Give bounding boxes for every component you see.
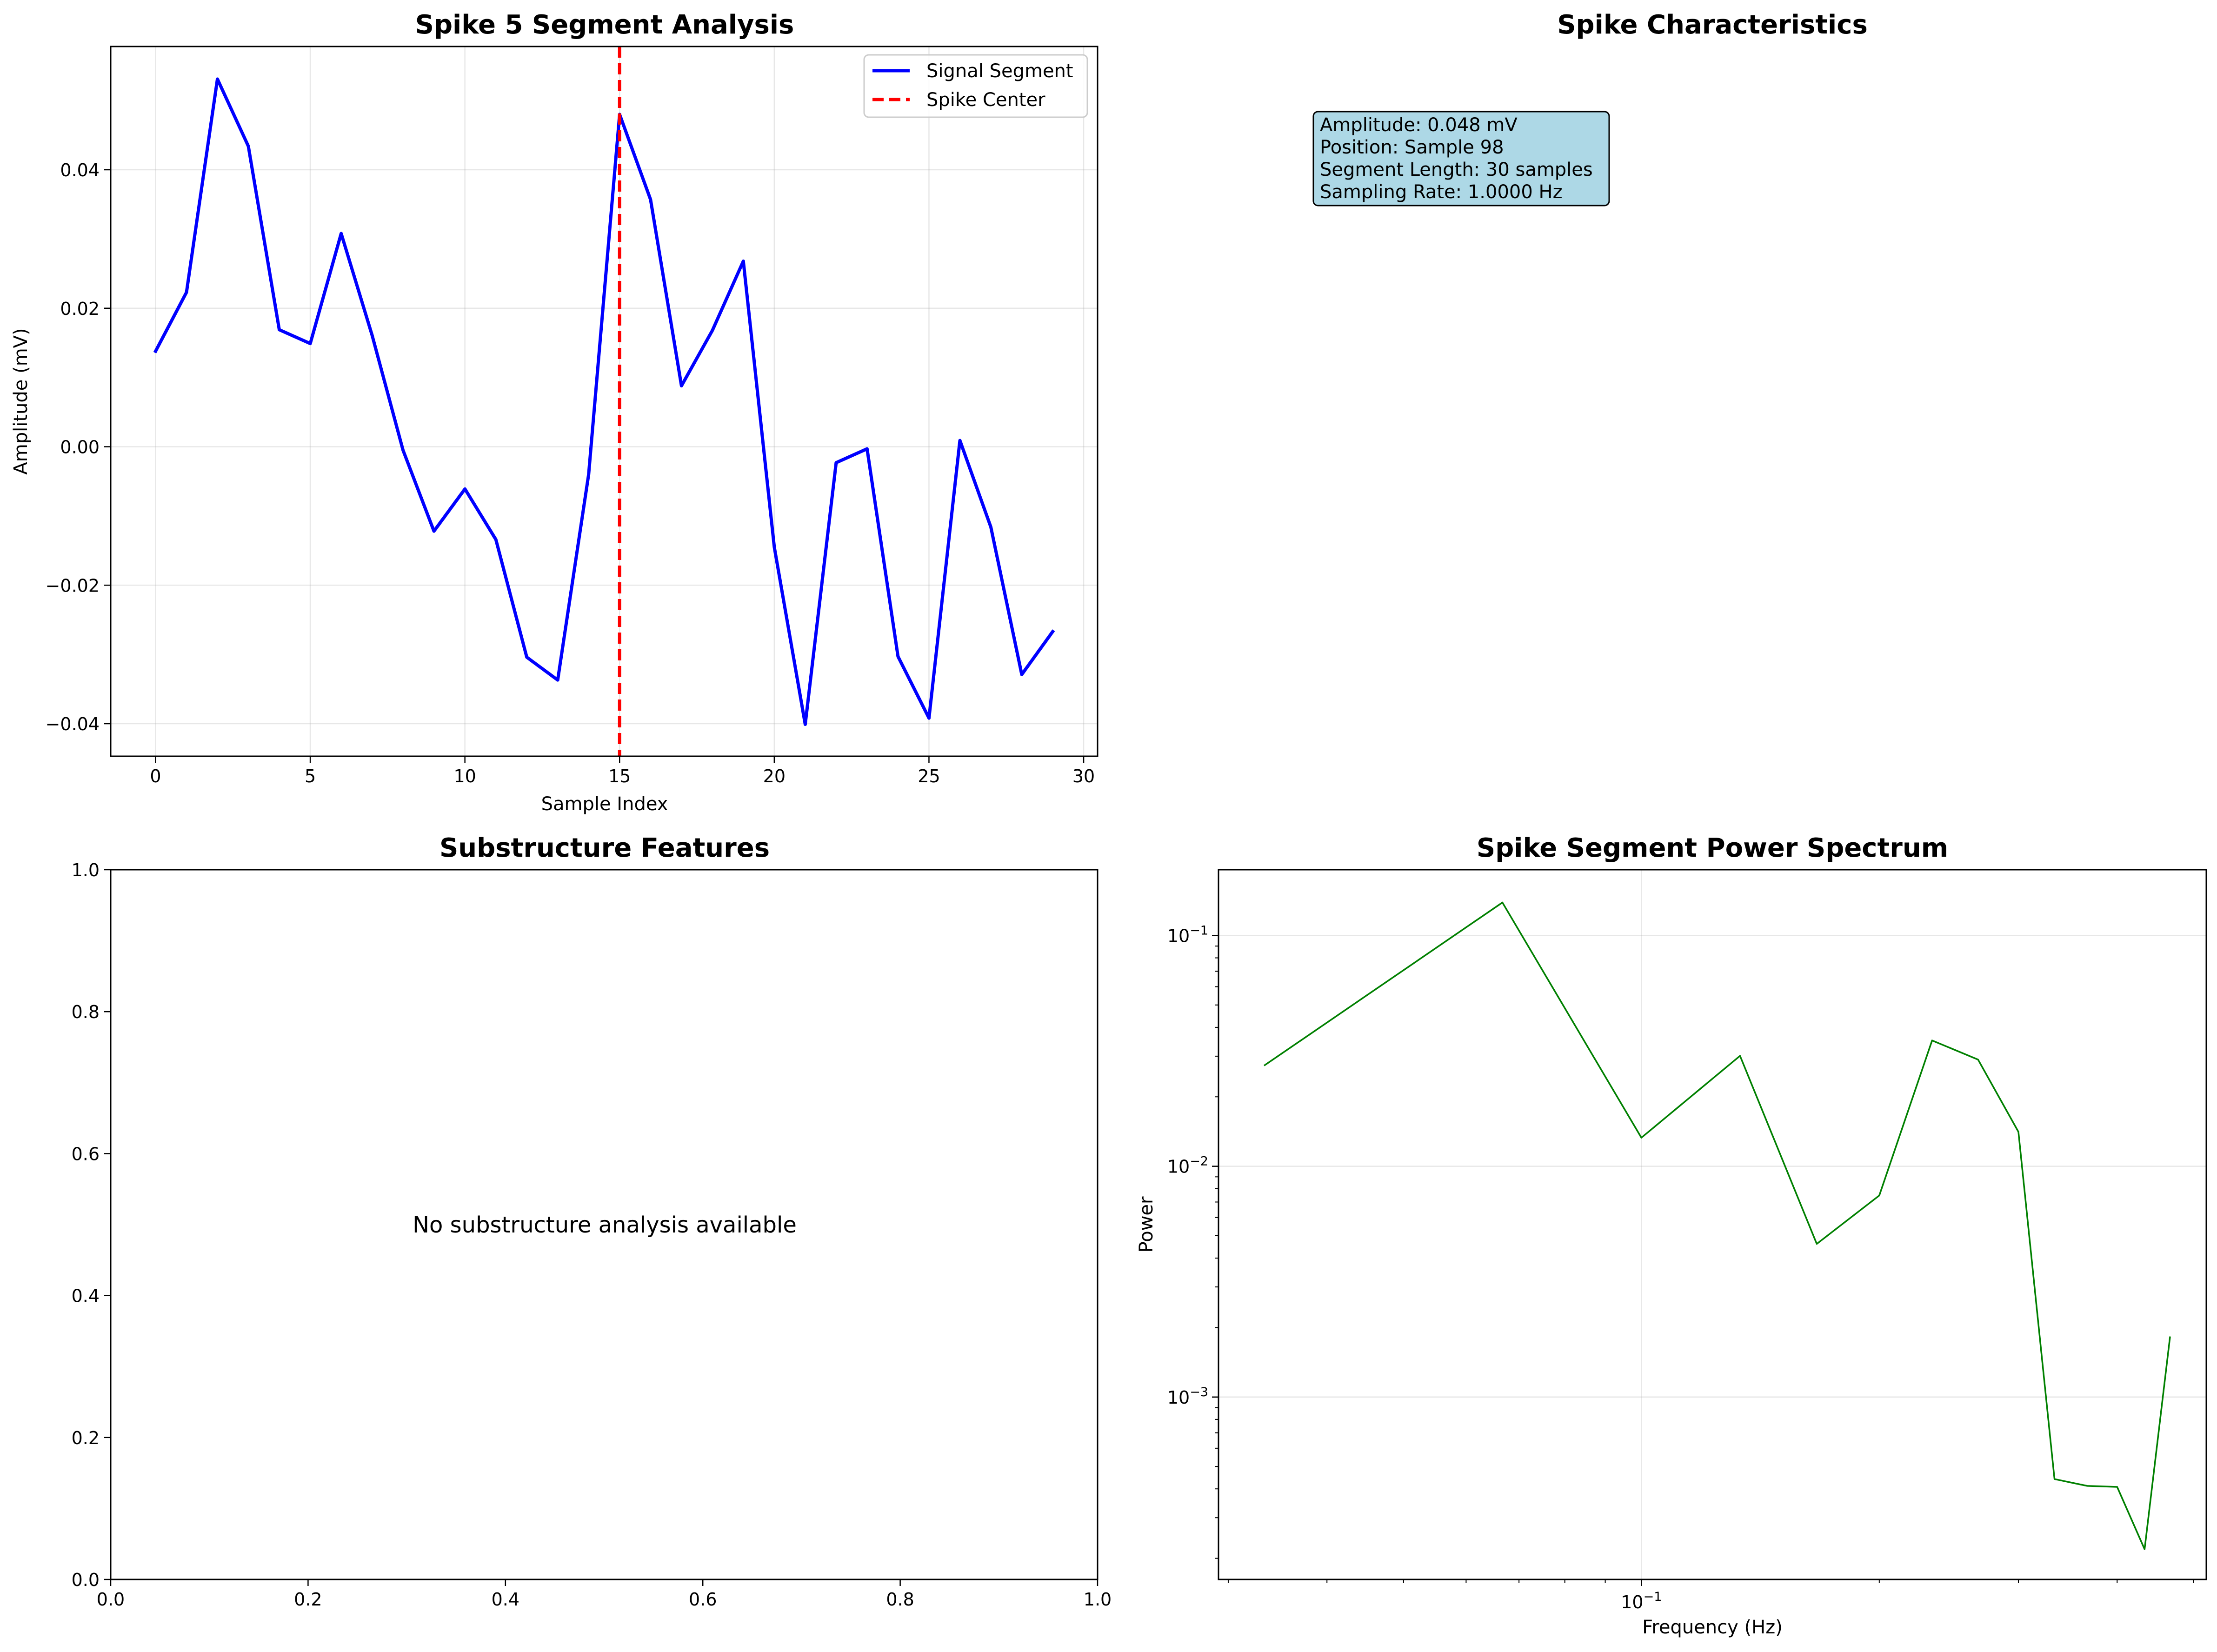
legend-spike-label: Spike Center — [926, 89, 1045, 111]
y-tick-label: 0.6 — [72, 1144, 100, 1164]
x-tick-label: 0 — [150, 766, 161, 786]
x-axis-label: Sample Index — [541, 793, 668, 815]
x-tick-label: 0.4 — [492, 1589, 519, 1610]
y-tick-label: 0.0 — [72, 1570, 100, 1590]
x-tick-label: 0.6 — [689, 1589, 717, 1610]
x-tick-label: 10−1 — [1621, 1590, 1662, 1612]
info-box — [1312, 111, 1610, 206]
y-ticks: 0.0 0.2 0.4 0.6 0.8 1.0 — [72, 860, 111, 1590]
y-ticks: −0.04 −0.02 0.00 0.02 0.04 — [46, 160, 111, 734]
power-spectrum-line — [1264, 901, 2171, 1550]
signal-segment-line — [153, 77, 1055, 726]
legend: Signal Segment Spike Center — [863, 54, 1088, 118]
x-ticks: 10−1 — [1621, 1579, 1662, 1612]
panel-title: Spike 5 Segment Analysis — [415, 10, 794, 40]
panel-substructure-features: Substructure Features 0.0 0.2 0.4 0.6 0.8 1.0… — [72, 833, 1112, 1610]
panel-spike-characteristics: Spike Characteristics Amplitude: 0.048 m… — [1312, 10, 1868, 206]
x-tick-label: 20 — [763, 766, 786, 786]
y-axis-label: Power — [1136, 1196, 1157, 1252]
panel-spike-segment: Spike 5 Segment Analysis 0 5 10 15 20 25 30 −0… — [10, 10, 1099, 815]
y-ticks: 10−3 10−2 10−1 — [1167, 923, 1218, 1408]
legend-box — [863, 54, 1088, 118]
y-tick-label: 0.00 — [60, 437, 100, 458]
y-axis-label: Amplitude (mV) — [10, 328, 32, 474]
axes-frame — [110, 46, 1099, 757]
x-axis-label: Frequency (Hz) — [1642, 1617, 1783, 1638]
x-tick-label: 10 — [453, 766, 476, 786]
panel-power-spectrum: Spike Segment Power Spectrum 10−1 10−310… — [1136, 833, 2207, 1638]
x-tick-label: 25 — [918, 766, 940, 786]
y-tick-label: 0.8 — [72, 1002, 100, 1022]
y-tick-label: 0.4 — [72, 1286, 100, 1306]
info-segment-length: Segment Length: 30 samples — [1320, 159, 1593, 180]
info-position: Position: Sample 98 — [1320, 137, 1504, 158]
x-tick-label: 5 — [305, 766, 316, 786]
x-ticks: 0.0 0.2 0.4 0.6 0.8 1.0 — [97, 1579, 1112, 1610]
panel-title: Spike Characteristics — [1557, 10, 1868, 40]
y-tick-label: 10−2 — [1167, 1154, 1208, 1177]
axes-frame — [1218, 869, 2207, 1580]
x-tick-label: 30 — [1072, 766, 1095, 786]
x-tick-label: 0.8 — [886, 1589, 914, 1610]
x-ticks: 0 5 10 15 20 25 30 — [150, 756, 1095, 786]
y-tick-label: 0.2 — [72, 1428, 100, 1448]
y-tick-label: −0.02 — [46, 575, 100, 596]
no-data-note: No substructure analysis available — [413, 1212, 797, 1238]
y-tick-label: 10−1 — [1167, 923, 1208, 946]
y-tick-label: 10−3 — [1167, 1385, 1208, 1408]
y-tick-label: −0.04 — [46, 714, 100, 734]
x-tick-label: 0.2 — [294, 1589, 322, 1610]
legend-signal-label: Signal Segment — [926, 60, 1073, 82]
y-tick-label: 1.0 — [72, 860, 100, 880]
panel-title: Substructure Features — [439, 833, 770, 863]
plot-area — [153, 47, 1055, 756]
panel-title: Spike Segment Power Spectrum — [1477, 833, 1948, 863]
x-tick-label: 1.0 — [1084, 1589, 1112, 1610]
x-tick-label: 15 — [608, 766, 631, 786]
axes-frame — [110, 869, 1099, 1580]
x-tick-label: 0.0 — [97, 1589, 125, 1610]
info-sampling-rate: Sampling Rate: 1.0000 Hz — [1320, 181, 1563, 203]
info-amplitude: Amplitude: 0.048 mV — [1320, 114, 1518, 136]
grid — [1218, 870, 2206, 1579]
y-tick-label: 0.04 — [60, 160, 100, 180]
y-tick-label: 0.02 — [60, 299, 100, 319]
